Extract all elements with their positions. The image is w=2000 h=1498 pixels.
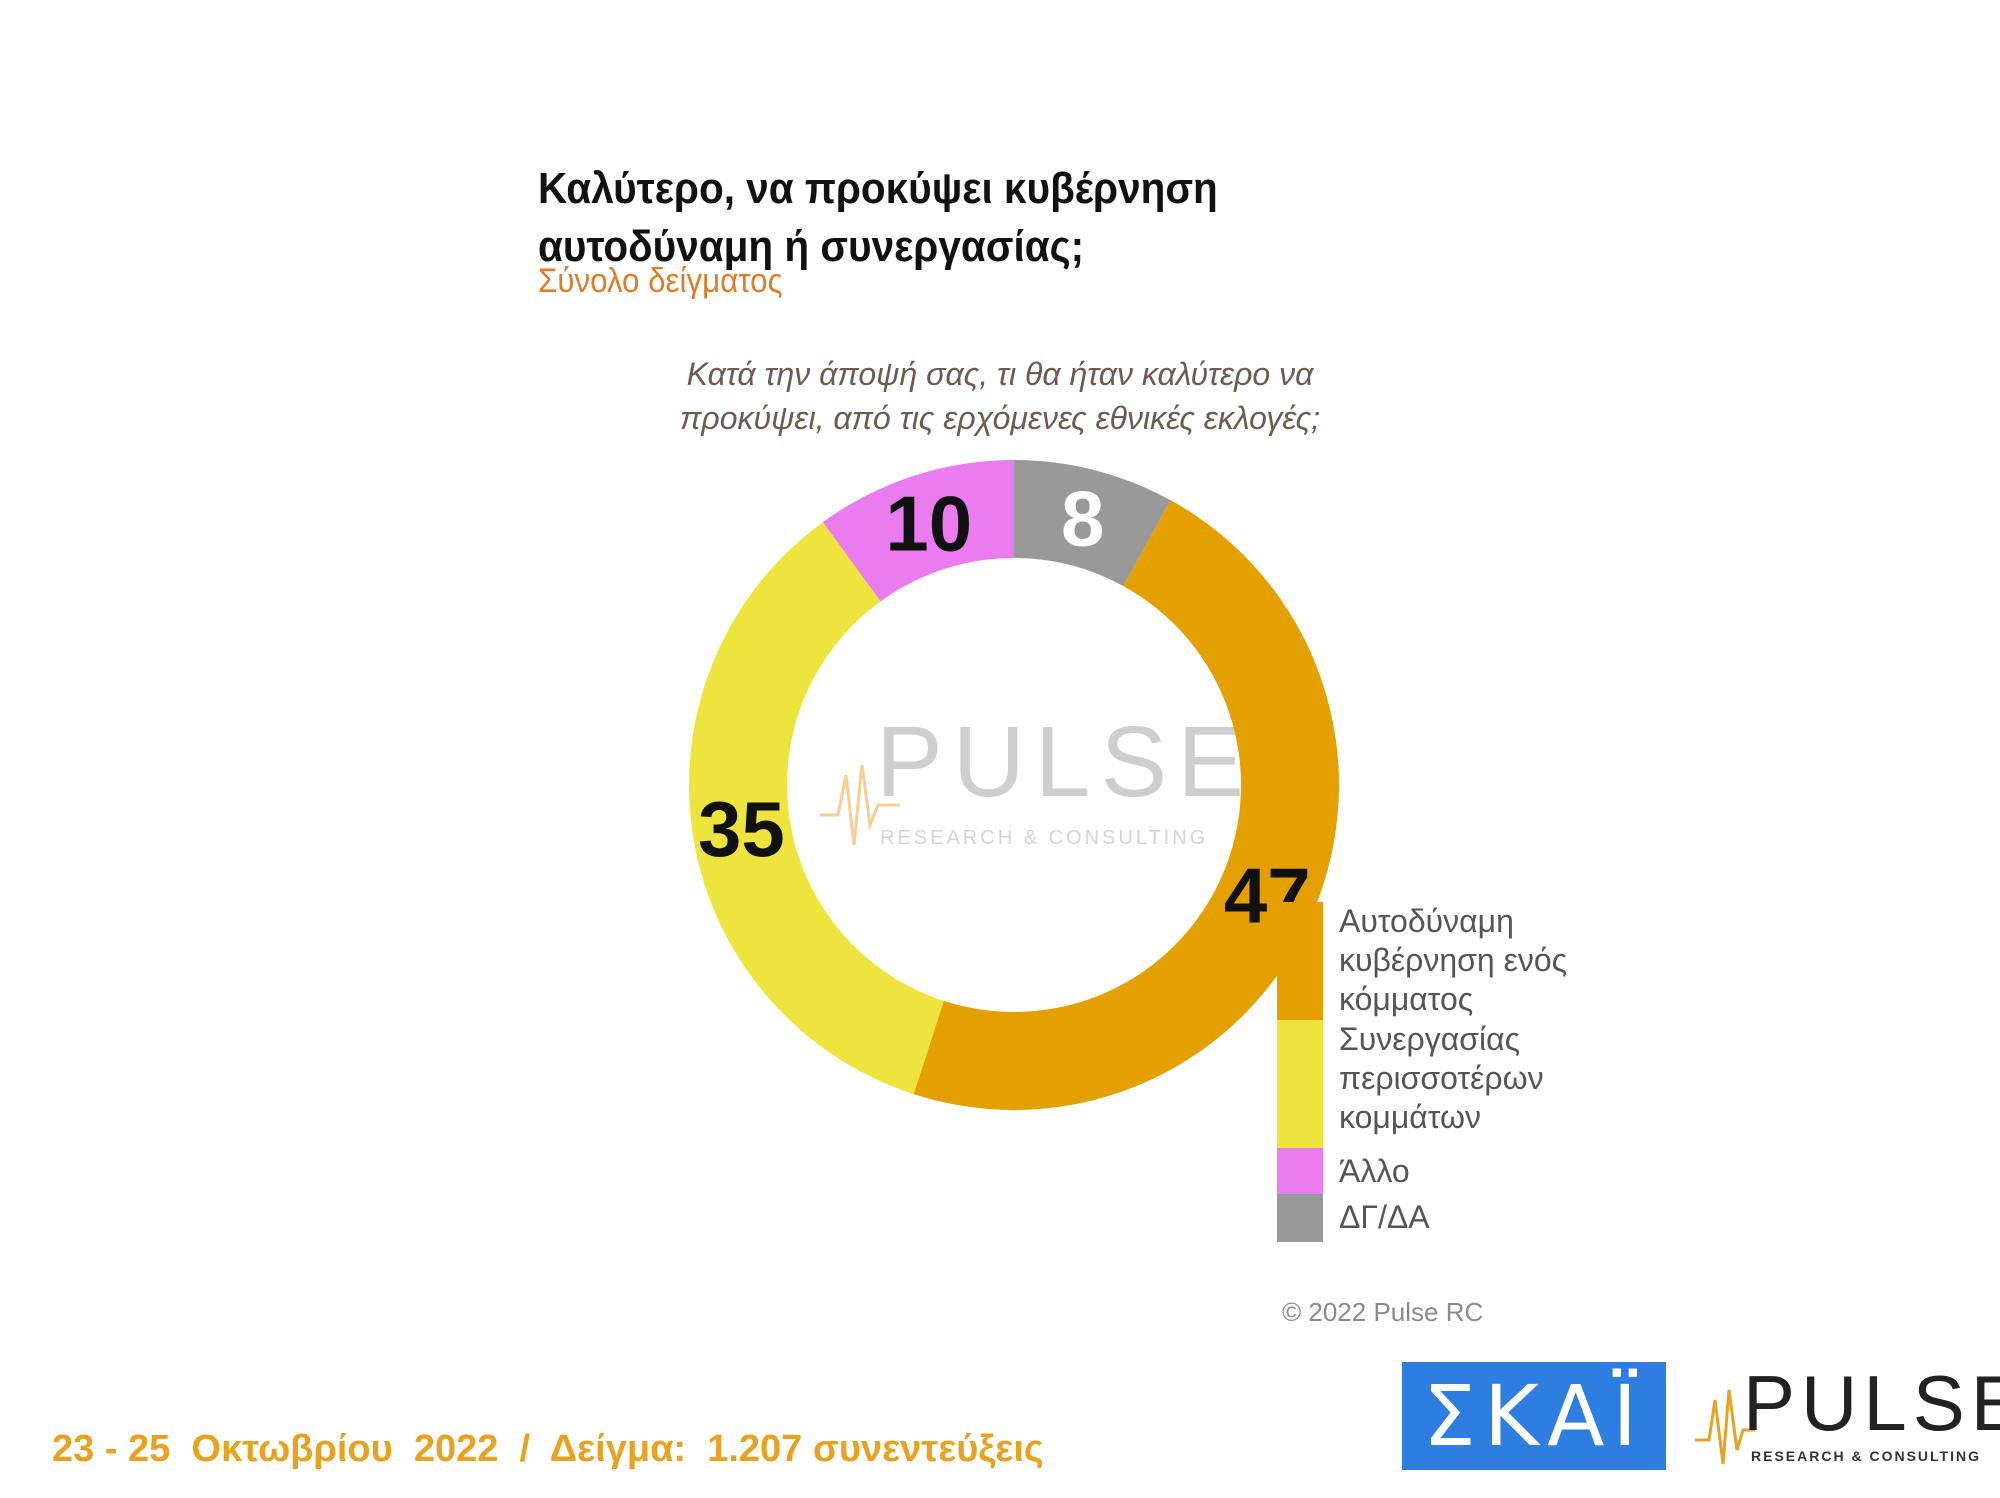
legend-item-synergasia: Συνεργασίας περισσοτέρων κομμάτων	[1277, 1020, 1607, 1148]
slice-dg-da	[1014, 460, 1171, 587]
legend-label: Συνεργασίας περισσοτέρων κομμάτων	[1339, 1021, 1544, 1135]
chart-title: Καλύτερο, να προκύψει κυβέρνηση αυτοδύνα…	[538, 164, 1218, 271]
pulse-logo-word: PULSE	[1743, 1359, 2000, 1447]
watermark-wave-icon	[820, 764, 900, 846]
legend-item-allo: Άλλο	[1277, 1148, 1607, 1194]
data-label-allo: 10	[885, 480, 972, 568]
slice-autodynami	[913, 500, 1340, 1111]
legend-item-autodynami: Αυτοδύναμη κυβέρνηση ενός κόμματος	[1277, 902, 1607, 1020]
survey-question: Κατά την άποψή σας, τι θα ήταν καλύτερο …	[679, 356, 1321, 436]
pulse-logo: PULSE RESEARCH & CONSULTING	[1695, 1359, 2000, 1472]
chart-subtitle: Σύνολο δείγματος	[538, 262, 783, 300]
copyright-text: © 2022 Pulse RC	[1282, 1297, 1484, 1327]
legend-swatch	[1277, 1148, 1323, 1194]
legend-label: Αυτοδύναμη κυβέρνηση ενός κόμματος	[1339, 903, 1568, 1017]
watermark-word: PULSE	[876, 706, 1254, 818]
legend-swatch	[1277, 1194, 1323, 1242]
watermark-tagline: RESEARCH & CONSULTING	[880, 827, 1209, 849]
legend-item-dg-da: ΔΓ/ΔΑ	[1277, 1194, 1607, 1242]
legend-label: ΔΓ/ΔΑ	[1339, 1199, 1430, 1235]
slice-synergasia	[689, 522, 944, 1095]
legend-swatch	[1277, 1020, 1323, 1148]
legend-swatch	[1277, 902, 1323, 1020]
pulse-watermark: PULSE RESEARCH & CONSULTING	[820, 705, 1244, 865]
skai-logo-text: ΣΚΑΪ	[1422, 1367, 1646, 1465]
footer-date-sample: 23 - 25 Οκτωβρίου 2022 / Δείγμα: 1.207 σ…	[52, 1428, 1044, 1470]
pulse-wave-icon	[1695, 1389, 1755, 1465]
data-label-dg-da: 8	[1061, 475, 1104, 563]
skai-logo: ΣΚΑΪ	[1402, 1362, 1666, 1470]
pulse-logo-tagline: RESEARCH & CONSULTING	[1751, 1448, 1981, 1464]
slice-allo	[822, 460, 1014, 602]
legend-label: Άλλο	[1339, 1153, 1410, 1189]
data-label-synergasia: 35	[698, 785, 785, 873]
